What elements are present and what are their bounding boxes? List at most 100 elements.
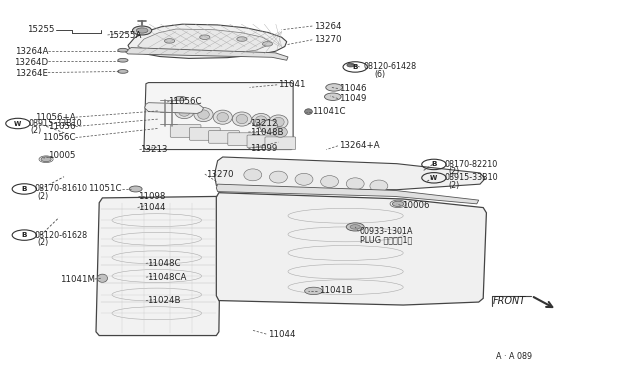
Text: FRONT: FRONT <box>493 296 526 305</box>
Text: (2): (2) <box>37 192 49 201</box>
Polygon shape <box>96 196 221 336</box>
Text: 13264E: 13264E <box>15 69 48 78</box>
Text: 00933-1301A: 00933-1301A <box>360 227 413 236</box>
Ellipse shape <box>269 171 287 183</box>
Text: 11041C: 11041C <box>312 107 346 116</box>
Text: W: W <box>430 175 438 181</box>
Text: 11049: 11049 <box>339 94 367 103</box>
Ellipse shape <box>370 180 388 192</box>
Text: 11046: 11046 <box>339 84 367 93</box>
Text: 08915-33B10: 08915-33B10 <box>28 119 82 128</box>
Text: 08915-33B10: 08915-33B10 <box>444 173 498 182</box>
Text: 13264D: 13264D <box>14 58 48 67</box>
Ellipse shape <box>269 115 288 129</box>
Text: 10006: 10006 <box>402 201 429 210</box>
Text: (2): (2) <box>31 126 42 135</box>
FancyBboxPatch shape <box>228 133 259 145</box>
Ellipse shape <box>305 287 323 295</box>
FancyBboxPatch shape <box>247 135 278 148</box>
Ellipse shape <box>305 109 312 115</box>
Ellipse shape <box>97 274 108 282</box>
Text: 11056C: 11056C <box>42 133 76 142</box>
Ellipse shape <box>132 26 152 35</box>
Ellipse shape <box>164 39 175 43</box>
Text: 13270: 13270 <box>206 170 234 179</box>
Ellipse shape <box>326 84 342 91</box>
Ellipse shape <box>324 93 341 100</box>
Ellipse shape <box>194 108 213 122</box>
Text: 11024B: 11024B <box>147 296 180 305</box>
Ellipse shape <box>118 58 128 62</box>
Text: 11044: 11044 <box>268 330 295 339</box>
Ellipse shape <box>255 116 267 125</box>
Ellipse shape <box>179 107 190 116</box>
Text: PLUG プラグ（1）: PLUG プラグ（1） <box>360 235 412 244</box>
Text: 10005: 10005 <box>48 151 76 160</box>
FancyBboxPatch shape <box>170 125 201 137</box>
Text: 08170-81610: 08170-81610 <box>35 185 88 193</box>
Text: 15255: 15255 <box>27 25 54 34</box>
Text: 08170-82210: 08170-82210 <box>444 160 497 169</box>
Ellipse shape <box>200 35 210 39</box>
Ellipse shape <box>236 114 248 124</box>
Text: (6): (6) <box>374 70 385 79</box>
Text: 11041M: 11041M <box>60 275 95 283</box>
Polygon shape <box>144 83 293 150</box>
Text: 11048CA: 11048CA <box>147 273 187 282</box>
Text: 11056C: 11056C <box>168 97 202 106</box>
Text: 11041: 11041 <box>278 80 306 89</box>
Text: B: B <box>22 186 27 192</box>
Text: 13264+A: 13264+A <box>339 141 380 150</box>
Ellipse shape <box>392 201 404 206</box>
Ellipse shape <box>273 117 284 126</box>
Ellipse shape <box>252 113 271 128</box>
Text: 11056+A: 11056+A <box>35 113 76 122</box>
FancyBboxPatch shape <box>265 137 296 150</box>
Polygon shape <box>125 48 288 60</box>
Text: 13264A: 13264A <box>15 47 48 56</box>
Text: (2): (2) <box>448 167 460 176</box>
Ellipse shape <box>273 127 287 137</box>
Ellipse shape <box>295 173 313 185</box>
Text: 11041B: 11041B <box>319 286 352 295</box>
Text: 13264: 13264 <box>314 22 341 31</box>
Text: B: B <box>353 64 358 70</box>
Ellipse shape <box>213 110 232 124</box>
Ellipse shape <box>118 48 128 52</box>
Text: 13270: 13270 <box>314 35 341 44</box>
Text: 08120-61628: 08120-61628 <box>35 231 88 240</box>
FancyBboxPatch shape <box>189 128 220 140</box>
Ellipse shape <box>41 157 51 161</box>
Ellipse shape <box>244 169 262 181</box>
Text: B: B <box>22 232 27 238</box>
Ellipse shape <box>260 120 278 133</box>
Ellipse shape <box>262 42 273 46</box>
Text: (2): (2) <box>37 238 49 247</box>
Ellipse shape <box>346 178 364 190</box>
Text: 11051C: 11051C <box>88 185 122 193</box>
Text: 13213: 13213 <box>140 145 167 154</box>
Ellipse shape <box>136 28 148 33</box>
Text: 11044: 11044 <box>138 203 165 212</box>
FancyBboxPatch shape <box>209 131 239 143</box>
Ellipse shape <box>321 176 339 187</box>
Ellipse shape <box>347 63 355 67</box>
Ellipse shape <box>198 110 209 119</box>
Polygon shape <box>128 24 287 58</box>
Ellipse shape <box>232 112 252 126</box>
Polygon shape <box>145 103 204 113</box>
Text: B: B <box>431 161 436 167</box>
Text: 13212: 13212 <box>250 119 277 128</box>
Polygon shape <box>216 193 486 305</box>
Ellipse shape <box>175 96 186 101</box>
Polygon shape <box>216 184 479 204</box>
Ellipse shape <box>237 37 247 41</box>
Text: 11099: 11099 <box>250 144 277 153</box>
Ellipse shape <box>175 105 194 119</box>
Text: 11048C: 11048C <box>147 259 180 268</box>
Ellipse shape <box>118 70 128 73</box>
Text: W: W <box>14 121 22 126</box>
Polygon shape <box>138 29 270 54</box>
Ellipse shape <box>350 225 360 229</box>
Ellipse shape <box>346 223 364 231</box>
